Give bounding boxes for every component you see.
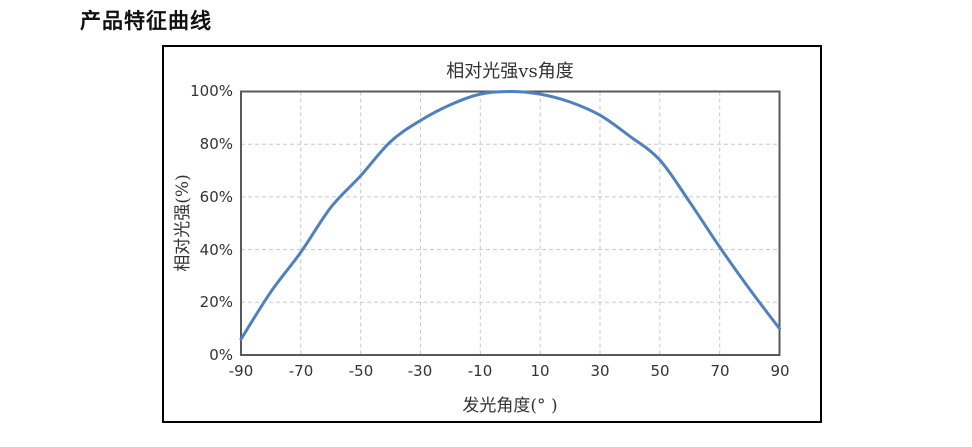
page-title: 产品特征曲线 bbox=[80, 9, 212, 33]
y-tick-label: 40% bbox=[199, 241, 233, 259]
intensity-curve bbox=[239, 90, 781, 341]
plot-border bbox=[240, 90, 781, 356]
gridlines-layer bbox=[241, 91, 780, 355]
figure-box: 相对光强vs角度 100% 80% 60% 40% 20% 0% -90 -70… bbox=[162, 45, 822, 423]
x-tick-label: -50 bbox=[348, 362, 374, 380]
x-tick-label: 10 bbox=[530, 362, 550, 380]
x-tick-label: 70 bbox=[710, 362, 730, 380]
x-tick-label: -90 bbox=[228, 362, 254, 380]
y-tick-label: 60% bbox=[199, 188, 233, 206]
x-tick-label: 30 bbox=[590, 362, 610, 380]
x-tick-label: -30 bbox=[407, 362, 433, 380]
chart-title: 相对光强vs角度 bbox=[446, 61, 574, 82]
curve-layer bbox=[239, 90, 781, 341]
x-tick-label: 50 bbox=[650, 362, 670, 380]
y-tick-label: 100% bbox=[190, 82, 233, 100]
y-tick-label: 20% bbox=[199, 293, 233, 311]
y-tick-label: 80% bbox=[199, 135, 233, 153]
y-axis-title: 相对光强(%) bbox=[173, 174, 193, 272]
x-axis-title: 发光角度(° ) bbox=[462, 396, 558, 416]
x-tick-label: -10 bbox=[467, 362, 493, 380]
x-tick-label: 90 bbox=[770, 362, 790, 380]
x-tick-label: -70 bbox=[288, 362, 314, 380]
y-tick-label: 0% bbox=[209, 346, 233, 364]
chart-svg bbox=[239, 90, 781, 356]
